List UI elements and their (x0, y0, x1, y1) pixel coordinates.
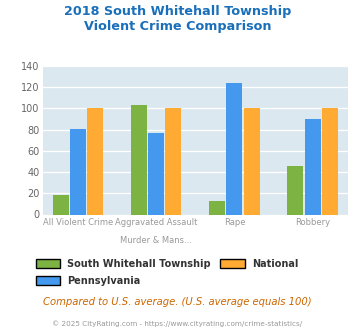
Text: Aggravated Assault: Aggravated Assault (115, 218, 197, 227)
Text: All Violent Crime: All Violent Crime (43, 218, 113, 227)
Bar (305, 119, 321, 214)
Bar (226, 83, 242, 214)
Bar (165, 109, 181, 214)
Bar (244, 109, 260, 214)
Bar (322, 109, 338, 214)
Text: South Whitehall Township: South Whitehall Township (67, 259, 211, 269)
Text: © 2025 CityRating.com - https://www.cityrating.com/crime-statistics/: © 2025 CityRating.com - https://www.city… (53, 320, 302, 327)
Bar (70, 129, 86, 214)
Text: National: National (252, 259, 299, 269)
Text: Rape: Rape (224, 218, 245, 227)
Bar (209, 201, 225, 214)
Bar (288, 166, 304, 214)
Bar (87, 109, 103, 214)
Bar (148, 133, 164, 214)
Text: Robbery: Robbery (295, 218, 330, 227)
Bar (53, 195, 69, 214)
Text: 2018 South Whitehall Township
Violent Crime Comparison: 2018 South Whitehall Township Violent Cr… (64, 5, 291, 33)
Text: Murder & Mans...: Murder & Mans... (120, 236, 192, 245)
Bar (131, 105, 147, 214)
Text: Compared to U.S. average. (U.S. average equals 100): Compared to U.S. average. (U.S. average … (43, 297, 312, 307)
Text: Pennsylvania: Pennsylvania (67, 276, 141, 285)
